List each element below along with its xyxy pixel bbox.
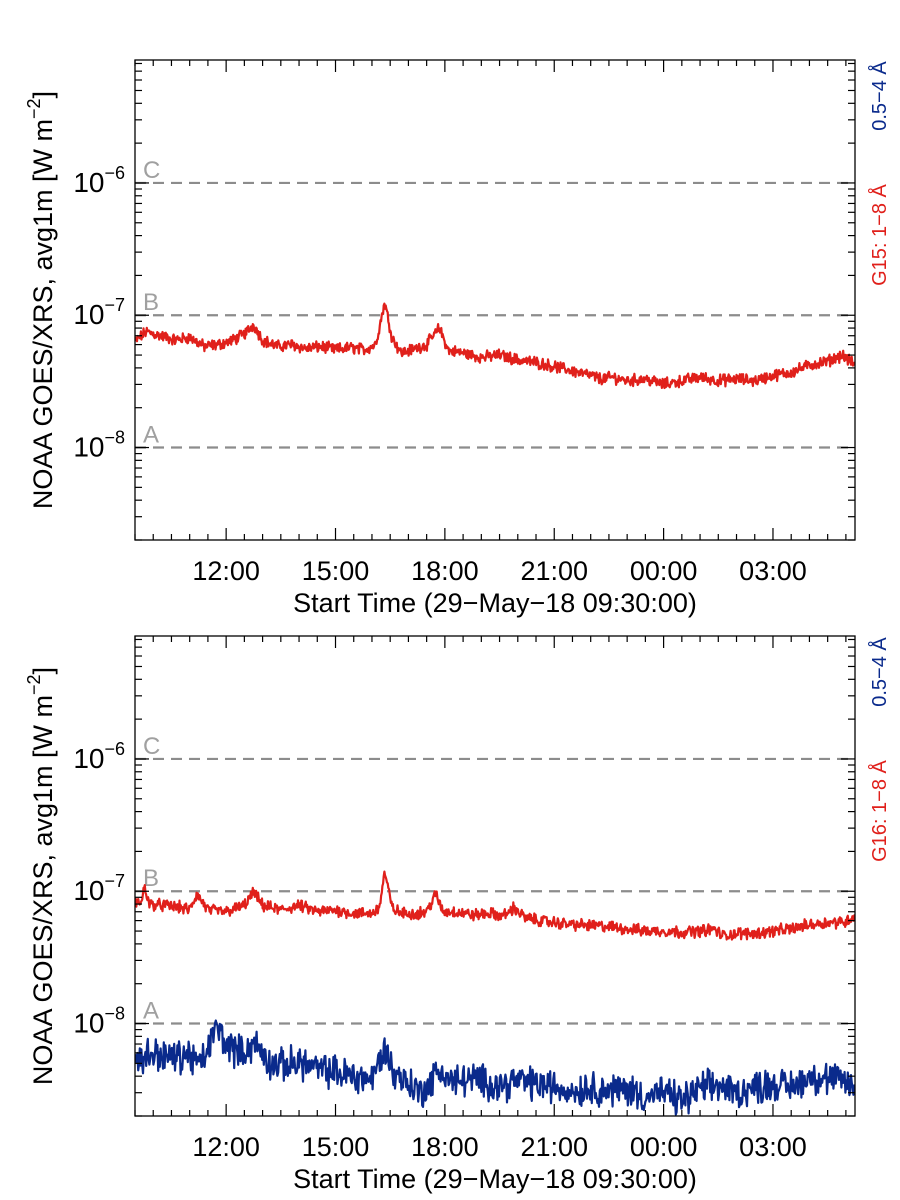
threshold-label-a: A	[143, 422, 159, 449]
series-line-short-channel	[135, 1019, 855, 1116]
x-tick-label: 03:00	[739, 556, 807, 586]
y-axis-label: NOAA GOES/XRS, avg1m [W m−2]	[24, 91, 58, 509]
x-axis-label: Start Time (29−May−18 09:30:00)	[293, 1164, 697, 1194]
threshold-label-b: B	[143, 865, 159, 892]
y-axis-label: NOAA GOES/XRS, avg1m [W m−2]	[24, 667, 58, 1085]
chart-panel-1: A B C 10−8 10−7 10−6 12:00 15:00 18:00 21:00 00:00…	[24, 59, 891, 618]
threshold-label-a: A	[143, 998, 159, 1025]
threshold-label-c: C	[143, 733, 160, 760]
legend-long-channel: G16: 1−8 Å	[868, 759, 891, 861]
x-tick-label: 00:00	[630, 556, 698, 586]
y-tick-label: 10−6	[73, 739, 125, 774]
x-tick-label: 15:00	[302, 556, 370, 586]
x-tick-label: 21:00	[520, 1132, 588, 1162]
x-tick-label: 21:00	[520, 556, 588, 586]
series-line-long-channel	[135, 870, 855, 941]
y-tick-label: 10−8	[73, 428, 125, 463]
chart-panel-2: A B C 10−8 10−7 10−6 12:00 15:00 18:00 21:00 00:00…	[24, 635, 891, 1194]
x-tick-label: 15:00	[302, 1132, 370, 1162]
x-tick-label: 18:00	[411, 1132, 479, 1162]
legend-short-channel: 0.5−4 Å	[868, 61, 891, 131]
threshold-label-b: B	[143, 289, 159, 316]
x-tick-label: 12:00	[192, 556, 260, 586]
x-tick-label: 03:00	[739, 1132, 807, 1162]
legend-short-channel: 0.5−4 Å	[868, 637, 891, 707]
x-tick-label: 18:00	[411, 556, 479, 586]
plot-frame	[134, 59, 856, 541]
threshold-label-c: C	[143, 157, 160, 184]
series-line-long-channel	[135, 302, 855, 390]
y-tick-label: 10−6	[73, 163, 125, 198]
x-axis-label: Start Time (29−May−18 09:30:00)	[293, 588, 697, 618]
legend-long-channel: G15: 1−8 Å	[868, 183, 891, 285]
y-tick-label: 10−7	[73, 871, 125, 906]
x-tick-label: 12:00	[192, 1132, 260, 1162]
plot-frame	[134, 635, 856, 1117]
x-tick-label: 00:00	[630, 1132, 698, 1162]
y-tick-label: 10−7	[73, 295, 125, 330]
y-tick-label: 10−8	[73, 1004, 125, 1039]
